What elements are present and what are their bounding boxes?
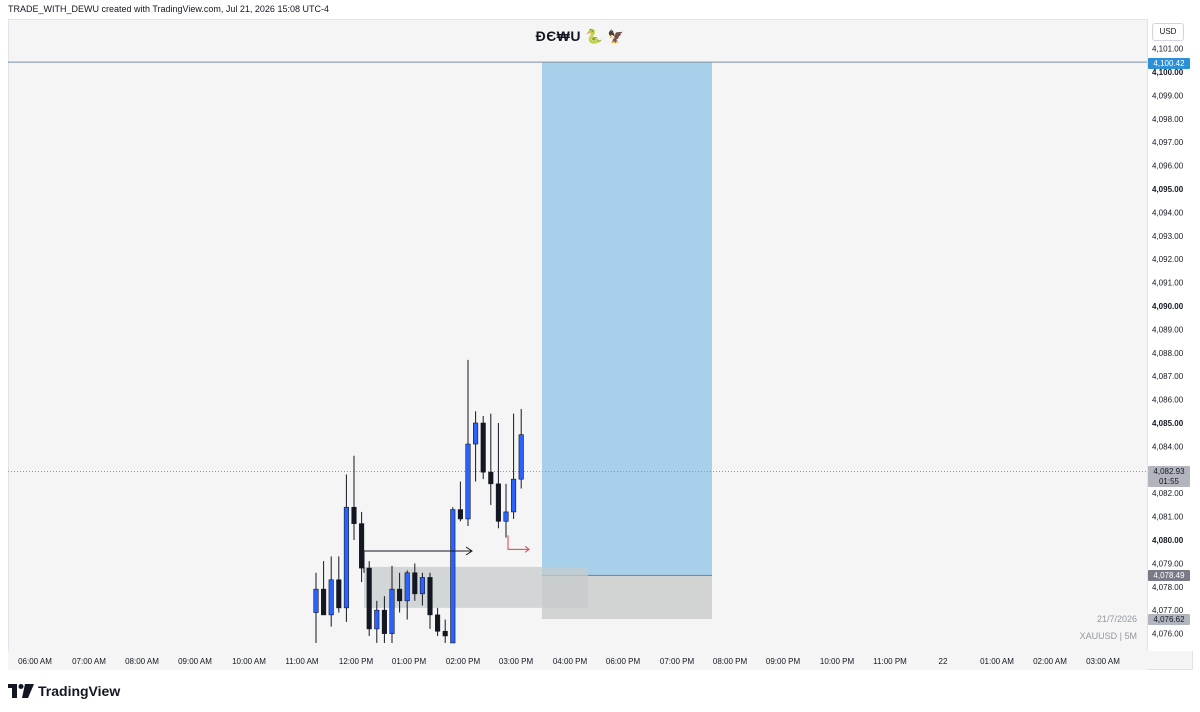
price-tick-label: 4,087.00 [1152, 372, 1184, 381]
candle [511, 478, 517, 513]
time-axis[interactable] [8, 651, 1147, 670]
snake-icon: 🐍 [585, 28, 604, 44]
time-tick-label: 08:00 PM [713, 657, 748, 666]
stop-price-badge: 4,076.62 [1148, 614, 1190, 625]
price-axis[interactable] [1147, 19, 1194, 651]
price-tick-label: 4,090.00 [1152, 302, 1184, 311]
price-tick-label: 4,080.00 [1152, 536, 1184, 545]
currency-selector[interactable]: USD [1152, 23, 1184, 41]
eagle-icon: 🦅 [607, 29, 625, 44]
current-price-badge: 4,082.93 01:55 [1148, 466, 1190, 487]
price-tick-label: 4,100.00 [1152, 68, 1184, 77]
time-tick-label: 10:00 AM [232, 657, 266, 666]
candle [343, 506, 349, 609]
candle [404, 572, 410, 602]
candle [435, 614, 441, 632]
price-tick-label: 4,099.00 [1152, 91, 1184, 100]
time-tick-label: 12:00 PM [339, 657, 374, 666]
price-tick-label: 4,092.00 [1152, 255, 1184, 264]
candle [321, 588, 327, 616]
candle [412, 572, 418, 595]
time-tick-label: 07:00 AM [72, 657, 106, 666]
entry-price-badge: 4,078.49 [1148, 570, 1190, 581]
price-tick-label: 4,079.00 [1152, 559, 1184, 568]
price-tick-label: 4,084.00 [1152, 442, 1184, 451]
profit-zone [542, 62, 712, 576]
tradingview-logo[interactable]: TradingView [8, 683, 120, 699]
consolidation-box [364, 566, 588, 608]
tradingview-logo-text: TradingView [38, 683, 121, 699]
red-arrow-line [507, 535, 529, 550]
price-tick-label: 4,076.00 [1152, 630, 1184, 639]
time-tick-label: 03:00 PM [499, 657, 534, 666]
time-tick-label: 04:00 PM [553, 657, 588, 666]
price-tick-label: 4,089.00 [1152, 325, 1184, 334]
time-tick-label: 02:00 AM [1033, 657, 1067, 666]
price-tick-label: 4,091.00 [1152, 279, 1184, 288]
price-tick-label: 4,097.00 [1152, 138, 1184, 147]
chart-title-text: ĐЄ₩U [535, 28, 581, 44]
time-tick-label: 11:00 AM [285, 657, 319, 666]
watermark-symbol: XAUUSD | 5M [1079, 631, 1137, 641]
price-tick-label: 4,095.00 [1152, 185, 1184, 194]
candle [503, 511, 509, 522]
time-tick-label: 22 [939, 657, 948, 666]
time-tick-label: 09:00 PM [766, 657, 801, 666]
time-tick-label: 10:00 PM [820, 657, 855, 666]
price-tick-label: 4,078.00 [1152, 583, 1184, 592]
time-tick-label: 07:00 PM [660, 657, 695, 666]
price-tick-label: 4,077.00 [1152, 606, 1184, 615]
candle [351, 506, 357, 524]
candle [480, 422, 486, 473]
price-tick-label: 4,098.00 [1152, 115, 1184, 124]
candle [336, 579, 342, 609]
price-tick-label: 4,094.00 [1152, 208, 1184, 217]
target-price-badge: 4,100.42 [1148, 58, 1190, 69]
time-tick-label: 11:00 PM [873, 657, 907, 666]
candle [397, 588, 403, 602]
time-tick-label: 02:00 PM [446, 657, 481, 666]
candle [389, 588, 395, 634]
time-tick-label: 01:00 PM [392, 657, 427, 666]
price-tick-label: 4,088.00 [1152, 349, 1184, 358]
price-tick-label: 4,093.00 [1152, 232, 1184, 241]
candle [473, 422, 479, 445]
candle [518, 434, 524, 480]
time-tick-label: 03:00 AM [1086, 657, 1120, 666]
red-arrow-head [524, 545, 530, 553]
chart-caption: TRADE_WITH_DEWU created with TradingView… [8, 4, 329, 14]
time-tick-label: 06:00 PM [606, 657, 641, 666]
candle [457, 509, 463, 520]
time-tick-label: 01:00 AM [980, 657, 1014, 666]
price-tick-label: 4,081.00 [1152, 513, 1184, 522]
candle [419, 577, 425, 595]
current-price-value: 4,082.93 [1153, 467, 1185, 476]
time-tick-label: 09:00 AM [178, 657, 212, 666]
tradingview-logo-icon [8, 684, 34, 698]
candle [488, 471, 494, 485]
candle [450, 509, 456, 644]
candle [328, 579, 334, 616]
time-tick-label: 06:00 AM [18, 657, 52, 666]
watermark-date: 21/7/2026 [1096, 614, 1137, 624]
candle [495, 483, 501, 522]
candle [366, 567, 372, 630]
candle [465, 443, 471, 520]
arrow-head [465, 546, 473, 556]
price-tick-label: 4,085.00 [1152, 419, 1184, 428]
candle [442, 630, 448, 637]
price-tick-label: 4,101.00 [1152, 45, 1184, 54]
candle [359, 523, 365, 569]
time-tick-label: 08:00 AM [125, 657, 159, 666]
candle [427, 577, 433, 616]
price-tick-label: 4,086.00 [1152, 396, 1184, 405]
countdown-value: 01:55 [1158, 477, 1180, 486]
candle [313, 588, 319, 613]
candle [381, 609, 387, 634]
price-tick-label: 4,096.00 [1152, 162, 1184, 171]
price-tick-label: 4,082.00 [1152, 489, 1184, 498]
candle [374, 609, 380, 630]
chart-title: ĐЄ₩U 🐍 🦅 [520, 28, 640, 45]
